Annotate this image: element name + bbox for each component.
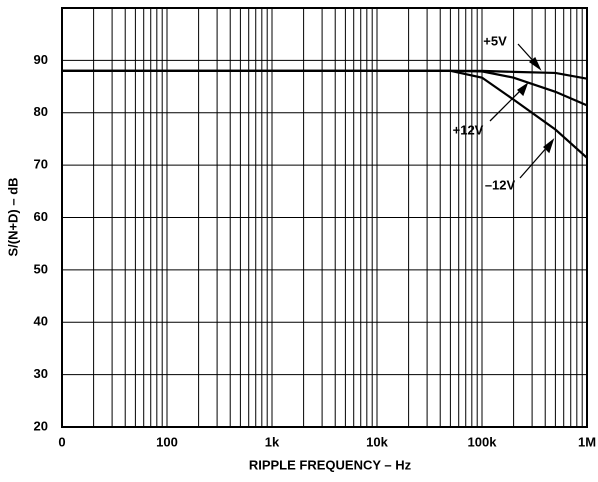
- x-tick-label: 1M: [578, 434, 596, 449]
- y-tick-label: 50: [34, 261, 48, 276]
- annotation-arrows: [489, 43, 555, 179]
- series-line: [62, 69, 588, 107]
- y-tick-label: 90: [34, 52, 48, 67]
- x-tick-label: 1k: [265, 434, 280, 449]
- series-label: –12V: [485, 177, 516, 192]
- y-tick-label: 60: [34, 209, 48, 224]
- x-tick-label: 100k: [468, 434, 498, 449]
- y-tick-label: 80: [34, 104, 48, 119]
- x-tick-label: 100: [156, 434, 178, 449]
- series-label: +5V: [483, 33, 507, 48]
- y-tick-label: 70: [34, 157, 48, 172]
- x-tick-label: 0: [58, 434, 65, 449]
- y-axis-label: S/(N+D) – dB: [5, 177, 20, 256]
- x-tick-label: 10k: [366, 434, 388, 449]
- series-label: +12V: [453, 122, 484, 137]
- x-axis-label: RIPPLE FREQUENCY – Hz: [249, 457, 412, 472]
- y-tick-label: 20: [34, 418, 48, 433]
- y-tick-label: 40: [34, 314, 48, 329]
- y-tick-label: 30: [34, 366, 48, 381]
- series-line: [62, 69, 588, 159]
